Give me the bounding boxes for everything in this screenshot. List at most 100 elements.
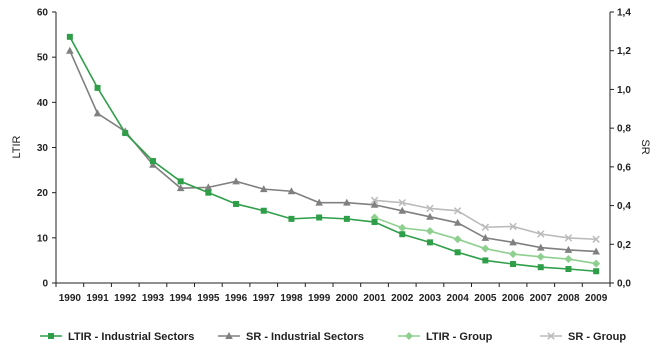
- data-point: [509, 222, 517, 231]
- y-tick-label-left: 50: [37, 53, 49, 64]
- data-point: [426, 212, 434, 220]
- x-tick-label: 1994: [170, 293, 193, 304]
- data-point: [288, 215, 295, 222]
- legend-marker: [547, 332, 555, 340]
- x-tick-label: 1991: [86, 293, 109, 304]
- legend-item: SR - Industrial Sectors: [218, 331, 364, 343]
- legend-label: SR - Group: [568, 331, 626, 343]
- y-tick-label-right: 0,8: [617, 124, 631, 135]
- data-point: [425, 227, 434, 236]
- data-point: [315, 198, 323, 206]
- data-point: [536, 243, 545, 251]
- data-point: [453, 235, 462, 244]
- data-point: [593, 268, 600, 275]
- data-point: [122, 130, 129, 137]
- y-tick-label-right: 1,0: [617, 85, 631, 96]
- y-tick-label-left: 20: [37, 188, 49, 199]
- x-tick-label: 2008: [557, 293, 580, 304]
- data-point: [398, 223, 407, 232]
- y-tick-label-left: 60: [37, 8, 49, 19]
- data-point: [453, 207, 462, 215]
- x-tick-label: 2005: [474, 293, 497, 304]
- y-axis-title-right: SR: [639, 139, 651, 154]
- data-point: [398, 206, 407, 214]
- data-point: [343, 215, 350, 222]
- data-point: [287, 187, 296, 195]
- data-point: [592, 259, 601, 268]
- y-tick-label-left: 10: [37, 233, 49, 244]
- data-point: [453, 218, 462, 226]
- x-tick-label: 1996: [225, 293, 248, 304]
- legend: LTIR - Industrial Sectors SR - Industrial…: [40, 331, 626, 343]
- data-point: [93, 109, 102, 117]
- y-tick-label-right: 1,2: [617, 46, 631, 57]
- legend-label: LTIR - Group: [426, 331, 493, 343]
- legend-marker: [48, 333, 54, 339]
- data-point: [510, 261, 517, 268]
- x-tick-label: 2003: [419, 293, 442, 304]
- x-tick-label: 2007: [530, 293, 553, 304]
- data-point: [371, 219, 378, 226]
- legend-marker: [225, 332, 233, 339]
- data-point: [564, 234, 573, 242]
- data-point: [232, 177, 240, 185]
- data-point: [509, 250, 518, 259]
- x-tick-label: 2004: [447, 293, 470, 304]
- x-tick-label: 1998: [280, 293, 303, 304]
- data-point: [481, 233, 490, 241]
- data-point: [370, 200, 379, 208]
- y-tick-label-left: 0: [42, 279, 48, 290]
- data-point: [592, 235, 600, 243]
- data-point: [398, 198, 406, 207]
- series-line: [374, 199, 597, 241]
- x-tick-label: 2001: [363, 293, 386, 304]
- series-0: [66, 33, 600, 275]
- x-tick-label: 2000: [336, 293, 359, 304]
- x-tick-label: 2009: [585, 293, 608, 304]
- x-tick-label: 1993: [142, 293, 165, 304]
- y-tick-label-right: 0,6: [617, 162, 631, 173]
- series-layer: [66, 33, 601, 275]
- data-point: [205, 189, 212, 196]
- y-axis-title-left: LTIR: [11, 135, 23, 158]
- data-point: [66, 46, 74, 54]
- data-point: [564, 255, 573, 264]
- data-point: [66, 33, 73, 40]
- data-point: [176, 184, 185, 192]
- data-point: [343, 198, 351, 206]
- data-point: [481, 244, 490, 253]
- data-point: [233, 200, 240, 207]
- axis-titles: LTIR SR: [11, 135, 651, 158]
- data-point: [370, 196, 379, 205]
- y-tick-label-right: 0,4: [617, 201, 631, 212]
- x-tick-label: 1992: [114, 293, 137, 304]
- x-tick-label: 2002: [391, 293, 414, 304]
- data-point: [426, 239, 433, 246]
- data-point: [536, 252, 545, 261]
- y-tick-label-right: 1,4: [617, 8, 631, 19]
- data-point: [481, 223, 490, 231]
- x-tick-label: 2006: [502, 293, 525, 304]
- data-point: [260, 207, 267, 214]
- legend-item: SR - Group: [540, 331, 626, 343]
- data-point: [565, 265, 572, 272]
- data-point: [426, 204, 434, 213]
- series-1: [66, 46, 600, 255]
- legend-label: LTIR - Industrial Sectors: [68, 331, 194, 343]
- data-point: [94, 84, 101, 91]
- y-tick-label-left: 30: [37, 143, 49, 154]
- x-tick-label: 1995: [197, 293, 220, 304]
- data-point: [592, 247, 600, 255]
- legend-marker: [405, 332, 413, 340]
- data-point: [259, 185, 268, 193]
- x-tick-label: 1990: [59, 293, 82, 304]
- data-point: [482, 257, 489, 264]
- legend-item: LTIR - Group: [398, 331, 493, 343]
- y-tick-label-left: 40: [37, 98, 49, 109]
- data-point: [564, 245, 573, 253]
- data-point: [537, 230, 545, 238]
- data-point: [149, 160, 157, 168]
- data-point: [454, 249, 461, 256]
- y-tick-label-right: 0,0: [617, 279, 631, 290]
